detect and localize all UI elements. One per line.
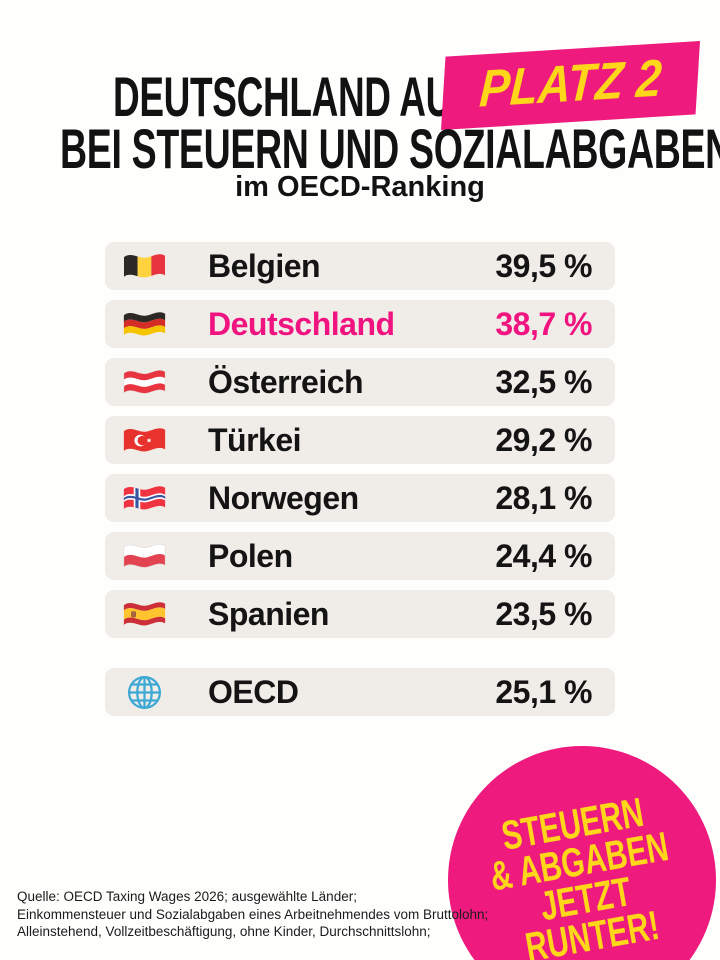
- ranking-row-belgien: Belgien 39,5 %: [105, 242, 615, 290]
- title-line-1-text: DEUTSCHLAND AUF: [113, 65, 475, 128]
- germany-flag-icon: [123, 311, 166, 335]
- ranking-row-tuerkei: Türkei 29,2 %: [105, 416, 615, 464]
- ranking-row-polen: Polen 24,4 %: [105, 532, 615, 580]
- ranking-row-norwegen: Norwegen 28,1 %: [105, 474, 615, 522]
- country-value: 38,7 %: [495, 305, 592, 342]
- country-label: Spanien: [208, 595, 329, 632]
- platz-2-badge-text: PLATZ 2: [477, 49, 664, 119]
- title-line-2: BEI STEUERN UND SOZIALABGABEN: [60, 121, 720, 177]
- country-label: Deutschland: [208, 305, 395, 342]
- country-value: 28,1 %: [495, 479, 592, 516]
- country-value: 39,5 %: [495, 247, 592, 284]
- ranking-row-oesterreich: Österreich 32,5 %: [105, 358, 615, 406]
- country-label: Polen: [208, 537, 293, 574]
- ranking-row-deutschland: Deutschland 38,7 %: [105, 300, 615, 348]
- spain-flag-icon: [123, 601, 166, 625]
- source-line: Alleinstehend, Vollzeitbeschäftigung, oh…: [17, 924, 431, 939]
- country-label: OECD: [208, 673, 299, 710]
- source-note: Quelle: OECD Taxing Wages 2026; ausgewäh…: [17, 888, 488, 941]
- country-value: 29,2 %: [495, 421, 592, 458]
- globe-icon: [127, 675, 162, 709]
- poland-flag-icon: [123, 543, 166, 568]
- title-subtitle: im OECD-Ranking: [235, 171, 485, 203]
- country-value: 24,4 %: [495, 537, 592, 574]
- title-line-2-text: BEI STEUERN UND SOZIALABGABEN: [60, 117, 720, 180]
- country-value: 23,5 %: [495, 595, 592, 632]
- country-label: Türkei: [208, 421, 302, 458]
- campaign-sticker: STEUERN & ABGABEN JETZT RUNTER!: [448, 746, 716, 960]
- source-line: Quelle: OECD Taxing Wages 2026; ausgewäh…: [17, 889, 357, 904]
- country-label: Belgien: [208, 247, 321, 284]
- country-value: 25,1 %: [495, 673, 592, 710]
- norway-flag-icon: [123, 485, 166, 509]
- ranking-row-spanien: Spanien 23,5 %: [105, 590, 615, 638]
- ranking-row-oecd: OECD 25,1 %: [105, 668, 615, 716]
- country-label: Norwegen: [208, 479, 359, 516]
- austria-flag-icon: [123, 369, 166, 394]
- turkey-flag-icon: [123, 427, 166, 451]
- campaign-sticker-text: STEUERN & ABGABEN JETZT RUNTER!: [480, 789, 684, 960]
- title-line-1: DEUTSCHLAND AUF: [113, 69, 660, 125]
- country-label: Österreich: [208, 363, 364, 400]
- source-line: Einkommensteuer und Sozialabgaben eines …: [17, 906, 489, 922]
- country-value: 32,5 %: [495, 363, 592, 400]
- ranking-list: Belgien 39,5 % Deutschland 38,7 % Österr…: [105, 242, 615, 726]
- belgium-flag-icon: [123, 253, 166, 277]
